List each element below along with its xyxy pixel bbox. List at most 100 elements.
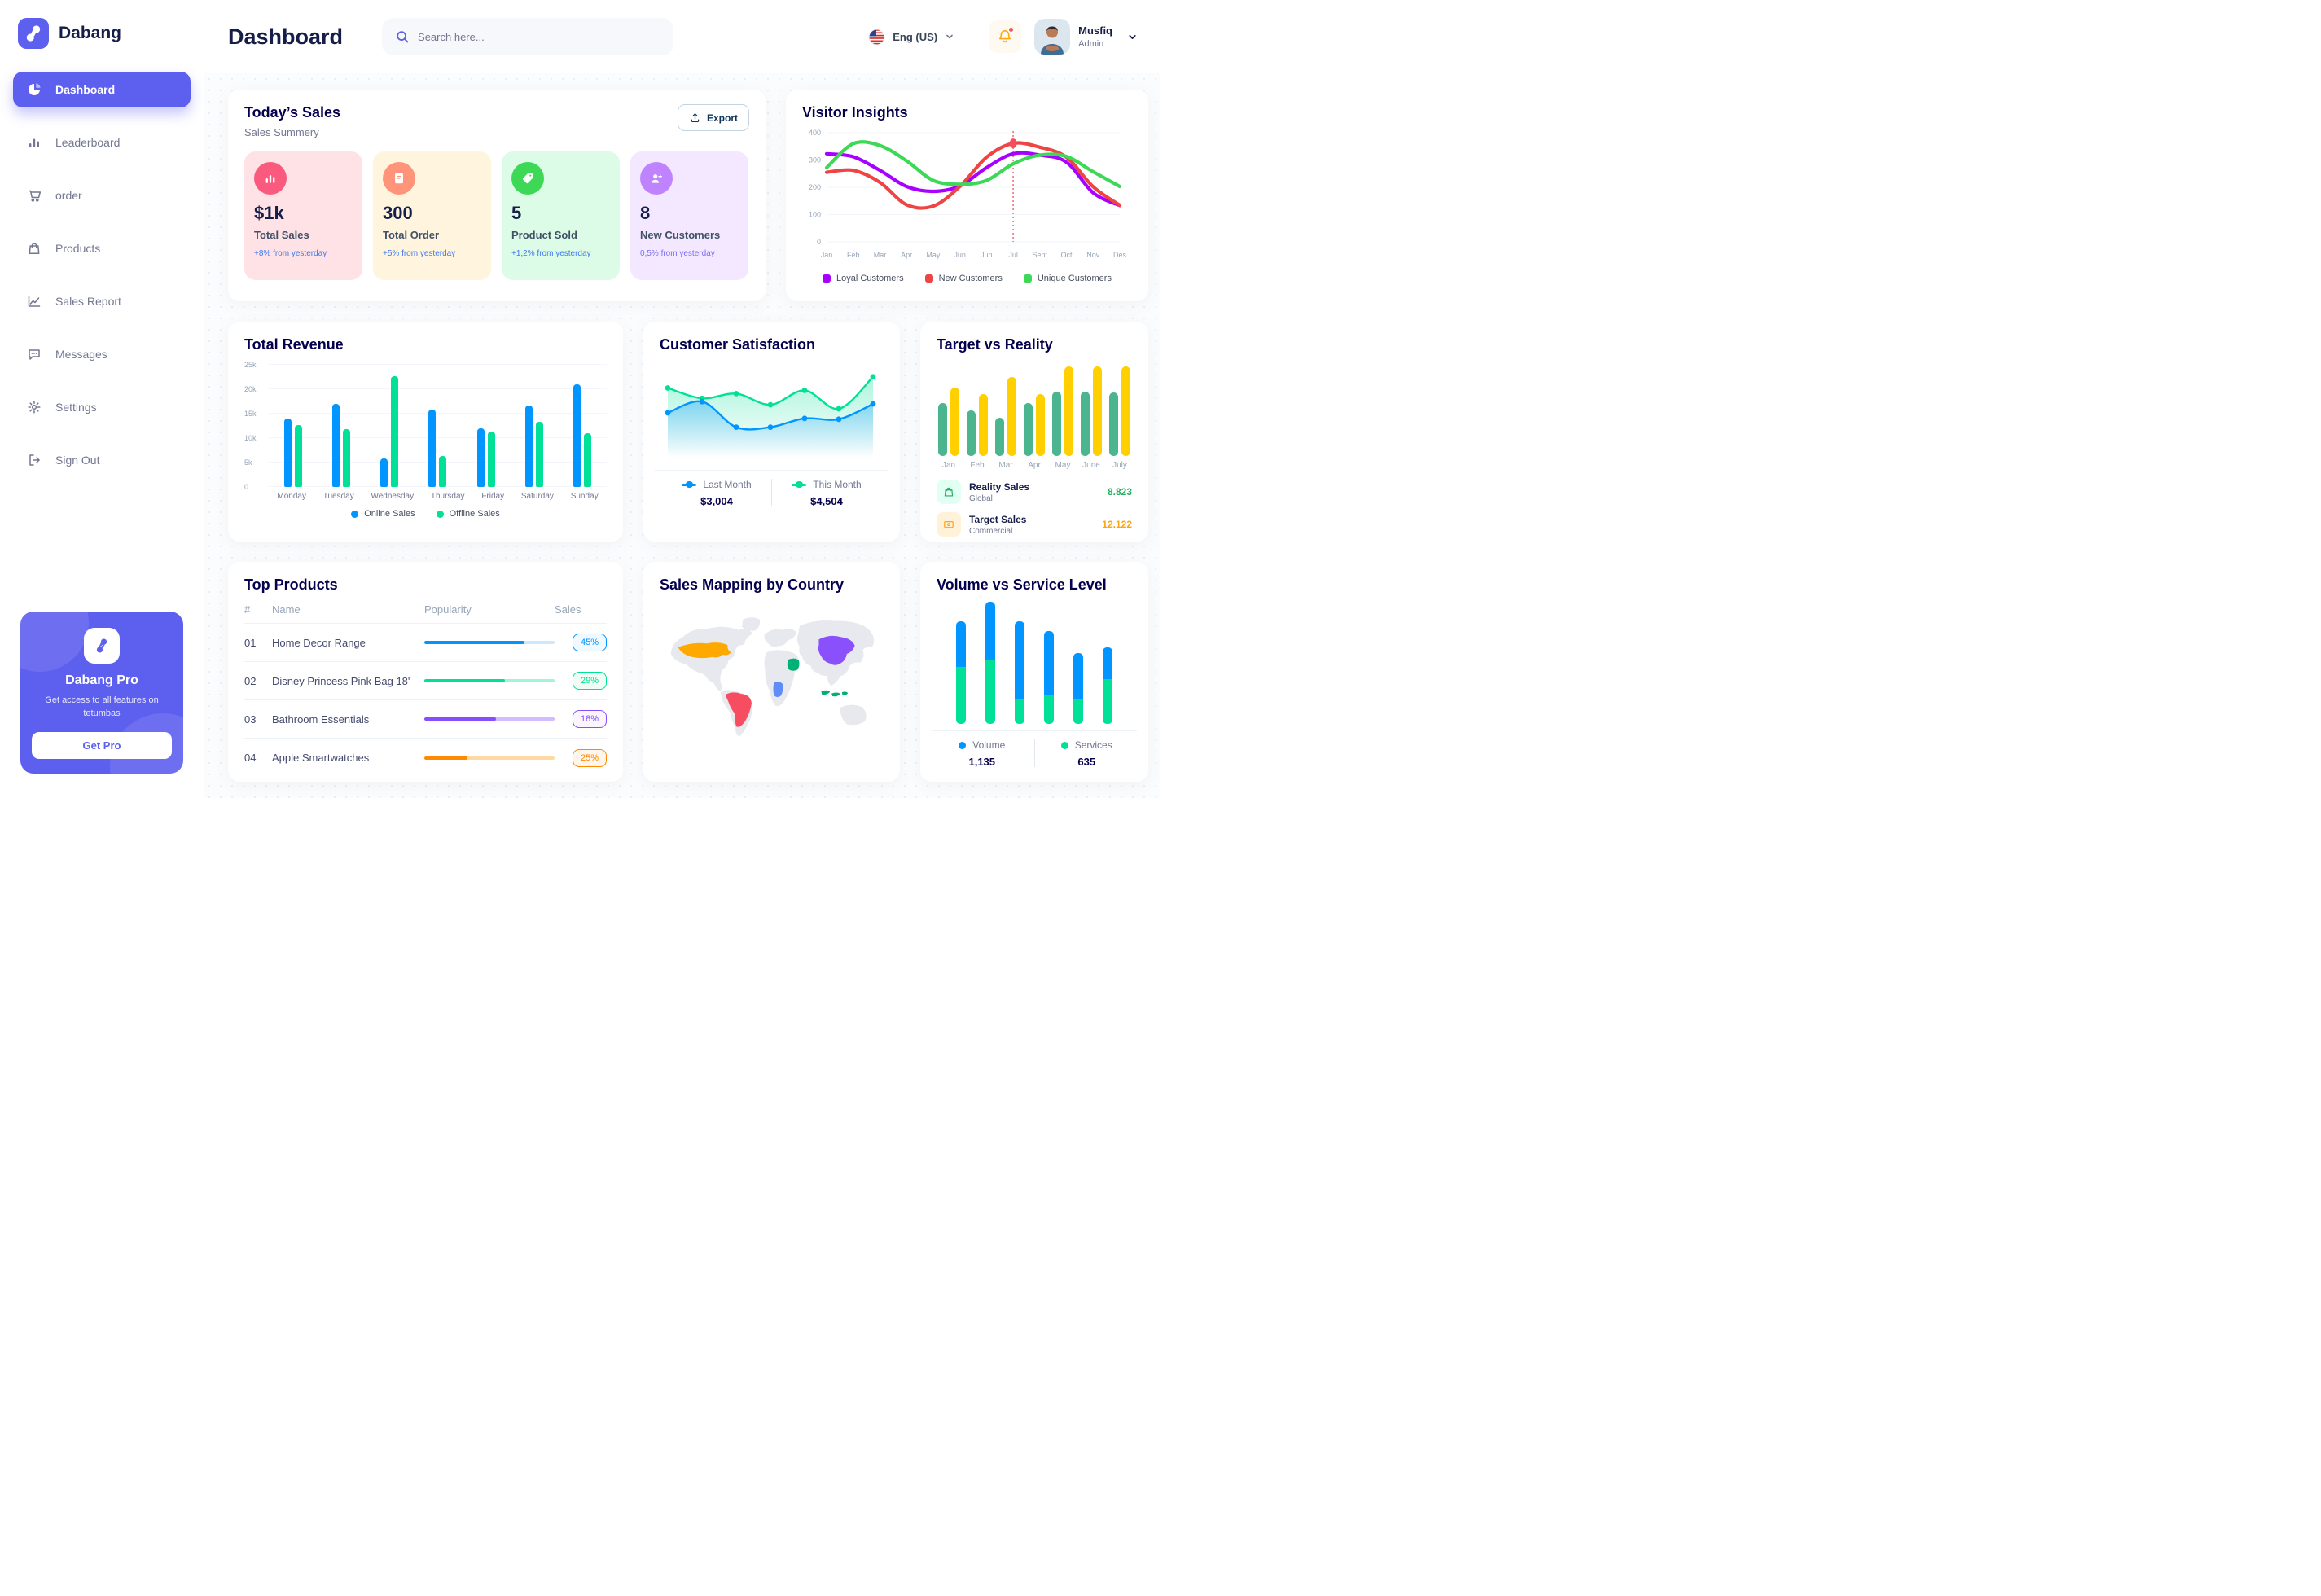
volume-service-card: Volume vs Service Level Volume 1,135: [920, 562, 1148, 782]
bar-group: [525, 405, 544, 487]
offline-sales-bar: [342, 428, 350, 487]
x-tick-label: Monday: [277, 492, 306, 501]
svg-text:Nov: Nov: [1086, 251, 1100, 259]
popularity-bar: [424, 641, 555, 644]
sidebar-item-label: Leaderboard: [55, 136, 121, 149]
grid-line: [269, 388, 607, 389]
services-segment: [1044, 695, 1054, 724]
y-tick-label: 15k: [244, 410, 257, 418]
target-vs-reality-xlabels: Jan Feb Mar Apr May June July: [937, 461, 1132, 470]
visitor-insights-title: Visitor Insights: [802, 104, 908, 121]
settings-icon: [26, 399, 42, 415]
stacked-bar: [1073, 653, 1083, 724]
target-sales-bar: [1007, 377, 1016, 456]
svg-text:Jul: Jul: [1008, 251, 1018, 259]
bar-group: [1081, 366, 1102, 456]
x-tick-label: May: [1055, 461, 1071, 470]
progress-fill: [424, 679, 506, 682]
stat-value: 300: [383, 203, 413, 223]
chevron-down-icon: [1127, 32, 1138, 42]
progress-track: [424, 756, 555, 760]
x-tick-label: Feb: [970, 461, 985, 470]
legend-subtitle: Commercial: [969, 526, 1013, 536]
sidebar-item-sales-report[interactable]: Sales Report: [13, 283, 191, 319]
map-united-states: [678, 642, 731, 659]
legend-label: This Month: [813, 479, 862, 490]
online-sales-bar: [573, 384, 581, 487]
svg-text:May: May: [926, 251, 941, 259]
stat-card-1: $1k Total Sales +8% from yesterday: [244, 151, 362, 280]
bar-group: [380, 376, 399, 487]
chart-bar-icon: [254, 162, 287, 195]
sidebar-item-settings[interactable]: Settings: [13, 389, 191, 425]
stats-row: $1k Total Sales +8% from yesterday 300 Total…: [244, 151, 749, 280]
customer-satisfaction-card: Customer Satisfaction Last Month $3,004: [643, 322, 900, 542]
customer-satisfaction-legend: Last Month $3,004 This Month $4,504: [660, 479, 884, 507]
stacked-bar: [956, 621, 966, 724]
y-tick-label: 20k: [244, 385, 257, 393]
target-sales-bar: [979, 394, 988, 456]
reality-sales-bar: [967, 410, 976, 456]
volume-value: 1,135: [968, 756, 996, 768]
y-tick-label: 5k: [244, 458, 252, 467]
language-selector[interactable]: Eng (US): [868, 28, 954, 46]
customer-satisfaction-chart: [660, 357, 884, 463]
services-value: 635: [1077, 756, 1096, 768]
sidebar-item-messages[interactable]: Messages: [13, 336, 191, 372]
dashboard-icon: [26, 81, 42, 98]
search-input[interactable]: [418, 30, 661, 43]
user-profile[interactable]: Musfiq Admin: [1034, 19, 1138, 55]
stacked-bar: [985, 602, 995, 724]
progress-track: [424, 641, 555, 644]
get-pro-button[interactable]: Get Pro: [32, 732, 172, 759]
stat-card-4: 8 New Customers 0,5% from yesterday: [630, 151, 748, 280]
x-tick-label: Thursday: [430, 492, 465, 501]
divider: [655, 470, 888, 471]
last-month-legend-icon: [682, 480, 697, 489]
sidebar-item-sign-out[interactable]: Sign Out: [13, 442, 191, 478]
volume-legend-dot: [959, 741, 967, 749]
products-icon: [26, 240, 42, 256]
product-name: Bathroom Essentials: [272, 712, 370, 726]
decorative-circle: [20, 612, 89, 673]
offline-sales-bar: [294, 424, 302, 487]
stat-delta: +8% from yesterday: [254, 249, 327, 258]
table-row: 02 Disney Princess Pink Bag 18' 29%: [244, 662, 607, 700]
column-header: Name: [272, 603, 301, 616]
export-button[interactable]: Export: [677, 104, 749, 131]
target-sales-bar: [1036, 394, 1045, 456]
progress-fill: [424, 641, 525, 644]
sidebar-item-leaderboard[interactable]: Leaderboard: [13, 125, 191, 160]
sidebar-item-dashboard[interactable]: Dashboard: [13, 72, 191, 107]
svg-text:100: 100: [809, 211, 821, 219]
notifications-button[interactable]: [989, 20, 1022, 53]
reality-sales-bar: [1081, 391, 1090, 456]
bar-group: [331, 404, 350, 487]
bar-group: [283, 419, 302, 487]
map-china: [818, 635, 855, 665]
legend-label: Last Month: [703, 479, 752, 490]
legend-subtitle: Global: [969, 493, 993, 503]
sidebar-item-products[interactable]: Products: [13, 230, 191, 266]
map-north-america: [670, 626, 752, 692]
target-vs-reality-legend: Reality Sales Global 8.823 Target Sales …: [937, 480, 1132, 537]
search-bar[interactable]: [382, 18, 674, 55]
popularity-bar: [424, 717, 555, 721]
column-header: Sales: [555, 603, 581, 616]
legend-label: Offline Sales: [449, 509, 500, 519]
map-greenland: [742, 617, 761, 631]
column-header: Popularity: [424, 603, 472, 616]
progress-fill: [424, 756, 467, 760]
bar-group: [476, 428, 495, 487]
online-sales-bar: [476, 428, 485, 487]
top-products-body: 01 Home Decor Range 45% 02 Disney Princess P…: [244, 624, 607, 777]
stat-label: New Customers: [640, 229, 721, 241]
world-map: [660, 605, 884, 745]
legend-label: Services: [1074, 739, 1112, 751]
tag-icon: [511, 162, 544, 195]
sales-mapping-card: Sales Mapping by Country: [643, 562, 900, 782]
legend-volume: Volume 1,135: [937, 739, 1028, 768]
pro-upgrade-card: Dabang Pro Get access to all features on…: [20, 612, 183, 774]
sidebar-item-order[interactable]: order: [13, 178, 191, 213]
user-info: Musfiq Admin: [1078, 24, 1112, 49]
